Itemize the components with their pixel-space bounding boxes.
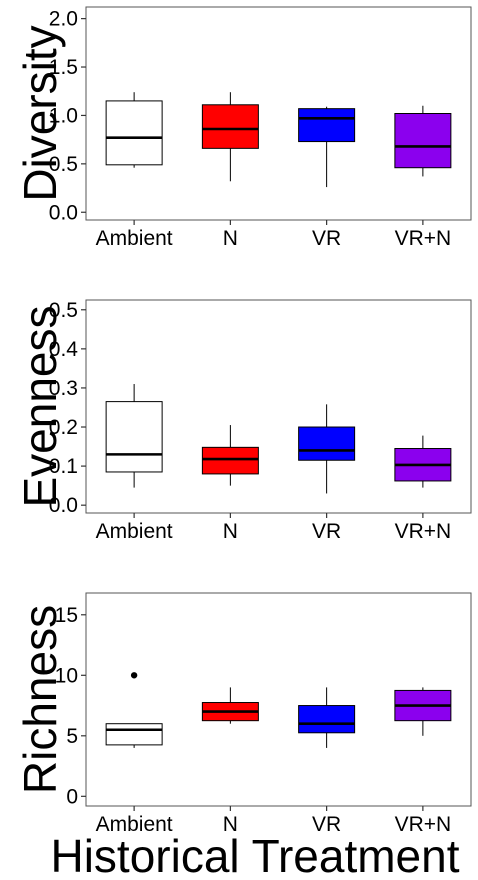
y-tick-label: 0.1 bbox=[49, 455, 78, 478]
y-tick-label: 0.2 bbox=[49, 416, 78, 439]
x-tick-label: VR bbox=[312, 227, 341, 250]
x-tick-label: VR+N bbox=[395, 813, 452, 836]
y-axis-title: Evenness bbox=[14, 305, 66, 507]
box-ambient bbox=[105, 384, 163, 488]
x-axis-title: Historical Treatment bbox=[50, 830, 459, 880]
y-axis-title: Diversity bbox=[14, 25, 66, 201]
outlier-point bbox=[130, 672, 138, 679]
box-n bbox=[201, 92, 259, 182]
box-ambient bbox=[105, 672, 163, 748]
box-body bbox=[105, 723, 163, 746]
box-body bbox=[105, 401, 163, 473]
box-n bbox=[201, 425, 259, 486]
y-tick-label: 0.0 bbox=[49, 201, 78, 224]
y-tick-label: 10 bbox=[55, 664, 78, 687]
box-vrplusn bbox=[394, 687, 452, 736]
box-body bbox=[105, 100, 163, 166]
x-tick-label: Ambient bbox=[96, 813, 173, 836]
box-vr bbox=[298, 687, 356, 748]
y-tick-label: 5 bbox=[66, 725, 78, 748]
x-tick-label: Ambient bbox=[96, 227, 173, 250]
box-vrplusn bbox=[394, 435, 452, 488]
box-body bbox=[298, 108, 356, 143]
box-body bbox=[394, 113, 452, 169]
x-tick-label: Ambient bbox=[96, 520, 173, 543]
y-axis-title: Richness bbox=[14, 605, 66, 794]
y-tick-label: 0.5 bbox=[49, 153, 78, 176]
y-tick-label: 1.0 bbox=[49, 104, 78, 127]
box-body bbox=[201, 104, 259, 149]
box-ambient bbox=[105, 92, 163, 168]
x-tick-label: VR bbox=[312, 520, 341, 543]
y-tick-label: 15 bbox=[55, 604, 78, 627]
box-body bbox=[298, 705, 356, 734]
y-tick-label: 0.3 bbox=[49, 377, 78, 400]
x-tick-label: N bbox=[223, 227, 238, 250]
box-n bbox=[201, 687, 259, 724]
y-tick-label: 2.0 bbox=[49, 8, 78, 31]
box-vr bbox=[298, 106, 356, 188]
box-vr bbox=[298, 404, 356, 494]
x-tick-label: VR bbox=[312, 813, 341, 836]
x-tick-label: N bbox=[223, 520, 238, 543]
x-tick-label: VR+N bbox=[395, 227, 452, 250]
y-tick-label: 0.4 bbox=[49, 338, 79, 361]
box-body bbox=[298, 426, 356, 461]
box-vrplusn bbox=[394, 105, 452, 177]
y-tick-label: 0.5 bbox=[49, 299, 78, 322]
box-body bbox=[201, 446, 259, 475]
y-tick-label: 0.0 bbox=[49, 494, 78, 517]
x-tick-label: N bbox=[223, 813, 238, 836]
y-tick-label: 1.5 bbox=[49, 56, 78, 79]
x-tick-label: VR+N bbox=[395, 520, 452, 543]
y-tick-label: 0 bbox=[66, 785, 78, 808]
